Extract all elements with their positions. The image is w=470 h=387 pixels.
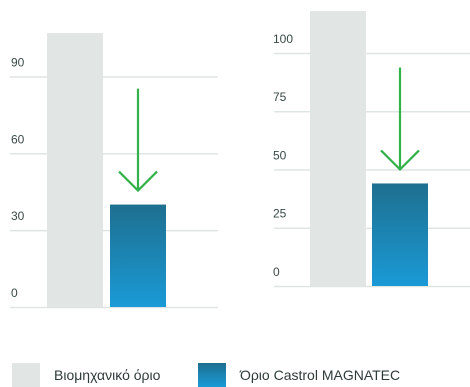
bar-magnatec-limit [110, 204, 166, 307]
chart-right: 0 25 50 75 100 [273, 11, 470, 288]
y-tick-label: 75 [273, 90, 287, 104]
legend-item-magnatec: Όριο Castrol MAGNATEC [198, 363, 400, 387]
legend-item-industry: Βιομηχανικό όριο [12, 363, 160, 387]
y-tick-label: 60 [11, 132, 25, 146]
chart-left: 0 30 60 90 [10, 33, 218, 309]
arrow-down-icon [380, 67, 420, 172]
arrow-down-icon [118, 88, 158, 193]
bar-industry-limit [47, 33, 103, 307]
legend-label-magnatec: Όριο Castrol MAGNATEC [240, 367, 401, 383]
legend-swatch-magnatec [198, 363, 226, 387]
bar-industry-limit [310, 11, 366, 286]
y-tick-label: 0 [11, 286, 18, 300]
y-tick-label: 50 [273, 148, 287, 162]
y-tick-label: 100 [273, 32, 293, 46]
legend-swatch-industry [12, 363, 40, 387]
y-tick-label: 30 [11, 209, 25, 223]
y-tick-label: 0 [273, 265, 280, 279]
bar-magnatec-limit [372, 183, 428, 286]
charts-canvas: 0 30 60 90 0 25 50 75 100 [10, 11, 470, 309]
y-tick-label: 25 [273, 207, 287, 221]
legend-label-industry: Βιομηχανικό όριο [54, 367, 161, 383]
y-tick-label: 90 [11, 56, 25, 70]
